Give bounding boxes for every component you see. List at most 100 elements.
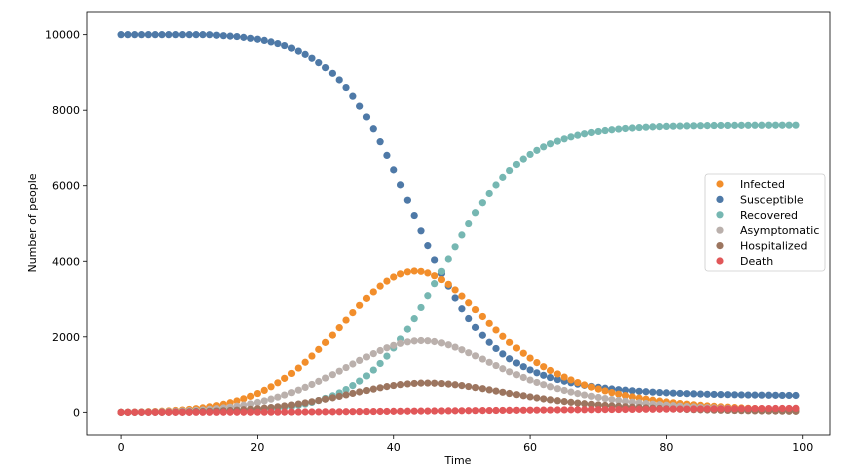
point-hospitalized-27 — [301, 399, 309, 407]
point-infected-24 — [281, 374, 289, 382]
point-recovered-92 — [744, 121, 752, 129]
point-infected-30 — [321, 338, 330, 346]
point-recovered-52 — [471, 209, 480, 217]
point-death-6 — [158, 408, 166, 416]
point-recovered-48 — [444, 255, 452, 263]
point-infected-52 — [471, 305, 480, 314]
point-susceptible-51 — [465, 314, 473, 323]
point-hospitalized-44 — [417, 379, 425, 387]
point-recovered-63 — [546, 140, 555, 148]
point-death-63 — [546, 406, 555, 414]
point-asymptomatic-23 — [274, 393, 282, 401]
point-death-74 — [621, 405, 630, 414]
point-asymptomatic-59 — [519, 373, 527, 382]
point-susceptible-93 — [751, 391, 759, 399]
point-asymptomatic-22 — [267, 395, 275, 403]
point-recovered-39 — [383, 352, 391, 360]
point-asymptomatic-66 — [567, 388, 575, 396]
point-infected-56 — [499, 332, 507, 340]
point-infected-71 — [601, 387, 609, 395]
point-infected-33 — [342, 316, 350, 324]
point-recovered-53 — [478, 199, 486, 207]
point-recovered-56 — [499, 173, 507, 181]
point-death-98 — [785, 404, 793, 413]
point-susceptible-98 — [785, 391, 793, 400]
point-infected-50 — [458, 292, 466, 300]
point-asymptomatic-70 — [594, 393, 602, 402]
point-susceptible-99 — [792, 391, 800, 400]
point-infected-36 — [362, 294, 371, 302]
point-infected-74 — [621, 392, 630, 400]
point-recovered-95 — [765, 121, 773, 129]
point-recovered-99 — [792, 121, 800, 129]
point-death-18 — [240, 408, 248, 416]
point-susceptible-40 — [390, 166, 398, 174]
point-recovered-98 — [785, 121, 793, 129]
point-infected-67 — [574, 378, 582, 387]
point-death-68 — [581, 406, 589, 414]
point-susceptible-62 — [540, 371, 548, 379]
point-recovered-58 — [512, 160, 521, 169]
point-asymptomatic-19 — [247, 400, 255, 408]
point-recovered-87 — [710, 121, 718, 130]
point-recovered-34 — [349, 382, 357, 390]
point-asymptomatic-61 — [533, 378, 541, 387]
point-hospitalized-53 — [478, 385, 486, 393]
point-death-92 — [744, 405, 752, 413]
point-death-50 — [458, 407, 466, 415]
point-susceptible-7 — [165, 31, 173, 39]
y-tick-label-4000: 4000 — [52, 255, 80, 268]
point-death-41 — [396, 407, 405, 415]
point-death-96 — [771, 404, 780, 413]
point-susceptible-35 — [356, 102, 364, 110]
point-death-34 — [349, 408, 357, 416]
point-recovered-96 — [771, 121, 780, 129]
point-infected-66 — [567, 376, 575, 384]
point-hospitalized-23 — [274, 403, 282, 411]
point-death-80 — [662, 405, 671, 413]
point-infected-73 — [615, 390, 623, 398]
point-death-8 — [172, 408, 180, 416]
point-death-64 — [553, 406, 561, 414]
point-hospitalized-66 — [567, 398, 575, 406]
point-death-45 — [424, 407, 432, 415]
point-death-73 — [615, 405, 623, 414]
x-tick-label-0: 0 — [118, 441, 125, 454]
point-death-15 — [219, 408, 227, 416]
point-death-21 — [260, 408, 268, 416]
point-susceptible-56 — [499, 350, 507, 358]
point-susceptible-24 — [281, 41, 289, 50]
point-death-90 — [730, 405, 739, 413]
point-death-30 — [321, 408, 330, 416]
point-death-39 — [383, 407, 391, 416]
point-asymptomatic-24 — [281, 391, 289, 399]
data-points — [117, 31, 800, 416]
point-death-56 — [499, 406, 507, 415]
point-death-22 — [267, 408, 275, 416]
point-asymptomatic-51 — [465, 349, 473, 357]
point-infected-35 — [356, 301, 364, 309]
point-death-9 — [178, 408, 187, 416]
point-death-55 — [492, 406, 500, 415]
point-susceptible-0 — [117, 31, 125, 39]
point-death-94 — [758, 405, 766, 413]
point-infected-75 — [628, 393, 636, 401]
point-recovered-69 — [587, 128, 596, 137]
point-death-66 — [567, 406, 575, 414]
point-susceptible-87 — [710, 390, 718, 399]
point-death-87 — [710, 405, 718, 413]
point-recovered-82 — [676, 122, 684, 130]
point-death-47 — [437, 407, 446, 415]
point-death-86 — [703, 405, 711, 413]
point-death-93 — [751, 405, 759, 413]
point-death-1 — [124, 408, 132, 416]
point-death-54 — [485, 406, 493, 415]
legend-marker-hospitalized — [716, 242, 724, 250]
point-hospitalized-68 — [581, 400, 589, 408]
point-hospitalized-36 — [362, 386, 371, 395]
point-infected-27 — [301, 358, 309, 366]
point-death-49 — [451, 407, 459, 415]
point-hospitalized-37 — [369, 385, 377, 393]
point-hospitalized-28 — [308, 398, 316, 406]
point-susceptible-8 — [172, 31, 180, 39]
